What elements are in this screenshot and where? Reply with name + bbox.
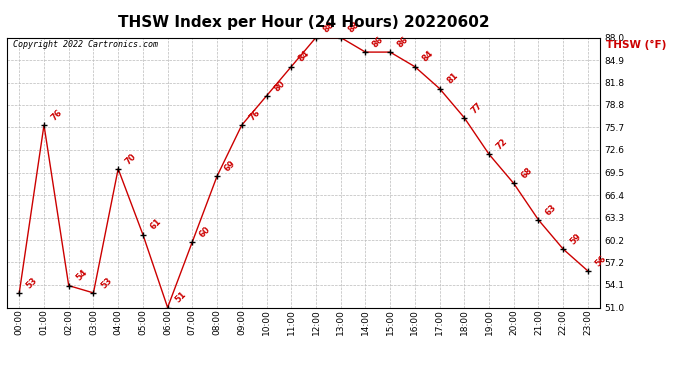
Text: Copyright 2022 Cartronics.com: Copyright 2022 Cartronics.com — [13, 40, 158, 49]
Text: 59: 59 — [569, 232, 583, 246]
Text: 63: 63 — [544, 202, 559, 217]
Text: 69: 69 — [223, 159, 237, 173]
Text: 88: 88 — [322, 20, 336, 35]
Text: 70: 70 — [124, 152, 138, 166]
Text: 77: 77 — [470, 100, 484, 115]
Text: 84: 84 — [297, 50, 311, 64]
Text: 68: 68 — [520, 166, 534, 181]
Text: 86: 86 — [371, 35, 386, 50]
Text: 54: 54 — [75, 268, 89, 283]
Text: 76: 76 — [50, 108, 64, 122]
Text: 88: 88 — [346, 20, 361, 35]
Text: 72: 72 — [495, 137, 509, 152]
Text: 86: 86 — [395, 35, 411, 50]
Text: 76: 76 — [247, 108, 262, 122]
Text: 81: 81 — [445, 71, 460, 86]
Text: 51: 51 — [173, 290, 188, 305]
Text: 61: 61 — [148, 217, 163, 232]
Text: 53: 53 — [99, 276, 114, 290]
Text: 56: 56 — [593, 254, 608, 268]
Text: 84: 84 — [420, 50, 435, 64]
Text: THSW Index per Hour (24 Hours) 20220602: THSW Index per Hour (24 Hours) 20220602 — [118, 15, 489, 30]
Text: 80: 80 — [272, 79, 286, 93]
Text: 53: 53 — [25, 276, 39, 290]
Text: THSW (°F): THSW (°F) — [607, 40, 667, 50]
Text: 60: 60 — [198, 225, 213, 239]
